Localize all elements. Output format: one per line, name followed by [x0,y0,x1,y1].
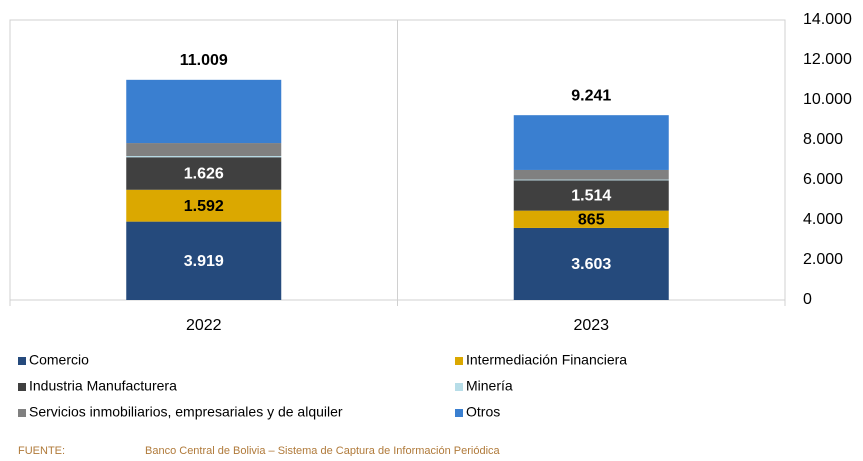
total-label: 9.241 [571,87,611,104]
legend-swatch [18,383,26,391]
bar-segment [513,115,669,170]
legend-label: Industria Manufacturera [29,378,177,394]
data-label: 1.592 [184,198,224,215]
y-tick-label: 4.000 [803,211,843,228]
y-tick-label: 14.000 [803,11,852,28]
bar-segment [126,189,282,222]
bar-segment [513,179,669,181]
data-label: 3.603 [571,256,611,273]
source-label: FUENTE: [18,445,65,456]
legend-swatch [455,383,463,391]
y-tick-label: 0 [803,291,812,308]
y-tick-label: 2.000 [803,251,843,268]
x-tick-label: 2023 [573,317,609,334]
bar-segment [126,156,282,158]
data-label: 865 [578,212,605,229]
data-label: 1.514 [571,188,611,205]
legend-swatch [18,357,26,365]
legend-swatch [455,357,463,365]
legend-swatch [455,409,463,417]
bar-segment [126,143,282,157]
bar-segment [126,221,282,300]
bar-segment [513,180,669,211]
bar-segment [126,79,282,144]
legend-label: Comercio [29,352,89,368]
legend-label: Servicios inmobiliarios, empresariales y… [29,404,343,420]
legend-swatch [18,409,26,417]
y-tick-label: 8.000 [803,131,843,148]
y-tick-label: 6.000 [803,171,843,188]
legend-label: Intermediación Financiera [466,352,627,368]
y-tick-label: 12.000 [803,51,852,68]
total-label: 11.009 [180,52,228,69]
data-label: 3.919 [184,253,224,270]
legend-label: Otros [466,404,500,420]
y-tick-label: 10.000 [803,91,852,108]
data-label: 1.626 [184,166,224,183]
bar-segment [513,227,669,300]
bar-segment [126,157,282,190]
bar-segment [513,210,669,228]
source: Banco Central de Bolivia – Sistema de Ca… [145,445,501,456]
x-tick-label: 2022 [186,317,222,334]
legend-label: Minería [466,378,513,394]
bar-segment [513,169,669,180]
